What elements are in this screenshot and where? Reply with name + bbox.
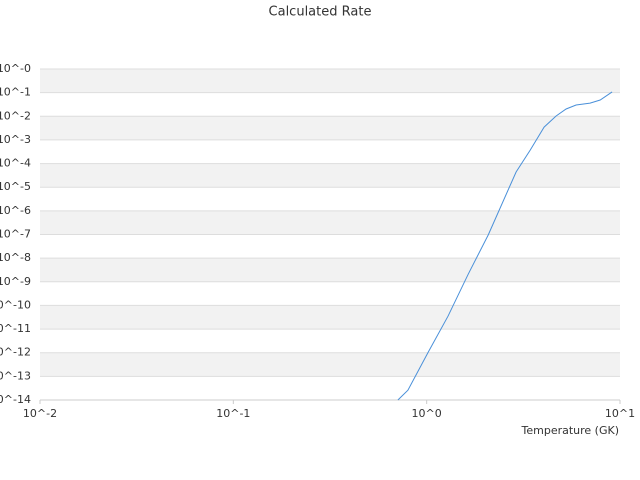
y-tick-label: 10^-4	[0, 157, 31, 170]
y-tick-label: 10^-11	[0, 322, 31, 335]
plot-band	[40, 305, 620, 330]
x-tick-label: 10^0	[412, 407, 442, 420]
y-tick-label: 10^-12	[0, 346, 31, 359]
y-tick-label: 10^-9	[0, 275, 31, 288]
plot-band	[40, 258, 620, 282]
data-line	[397, 91, 613, 401]
x-tick-label: 10^1	[605, 407, 635, 420]
y-tick-label: 10^-13	[0, 369, 31, 382]
plot-band	[40, 210, 620, 235]
y-tick-label: 10^-0	[0, 62, 31, 75]
plot-band	[40, 352, 620, 377]
plot-band	[40, 116, 620, 140]
y-tick-label: 10^-10	[0, 298, 31, 311]
y-tick-label: 10^-3	[0, 133, 31, 146]
y-tick-label: 10^-8	[0, 251, 31, 264]
y-tick-label: 10^-1	[0, 86, 31, 99]
y-tick-label: 10^-2	[0, 109, 31, 122]
x-tick-label: 10^-2	[23, 407, 57, 420]
y-tick-label: 10^-6	[0, 204, 31, 217]
plot-band	[40, 69, 620, 93]
y-tick-label: 10^-7	[0, 228, 31, 241]
chart-title: Calculated Rate	[269, 5, 372, 20]
y-tick-label: 10^-5	[0, 180, 31, 193]
plot-band	[40, 163, 620, 188]
x-tick-label: 10^-1	[216, 407, 250, 420]
x-axis-label: Temperature (GK)	[521, 424, 620, 437]
y-tick-label: 10^-14	[0, 393, 31, 406]
